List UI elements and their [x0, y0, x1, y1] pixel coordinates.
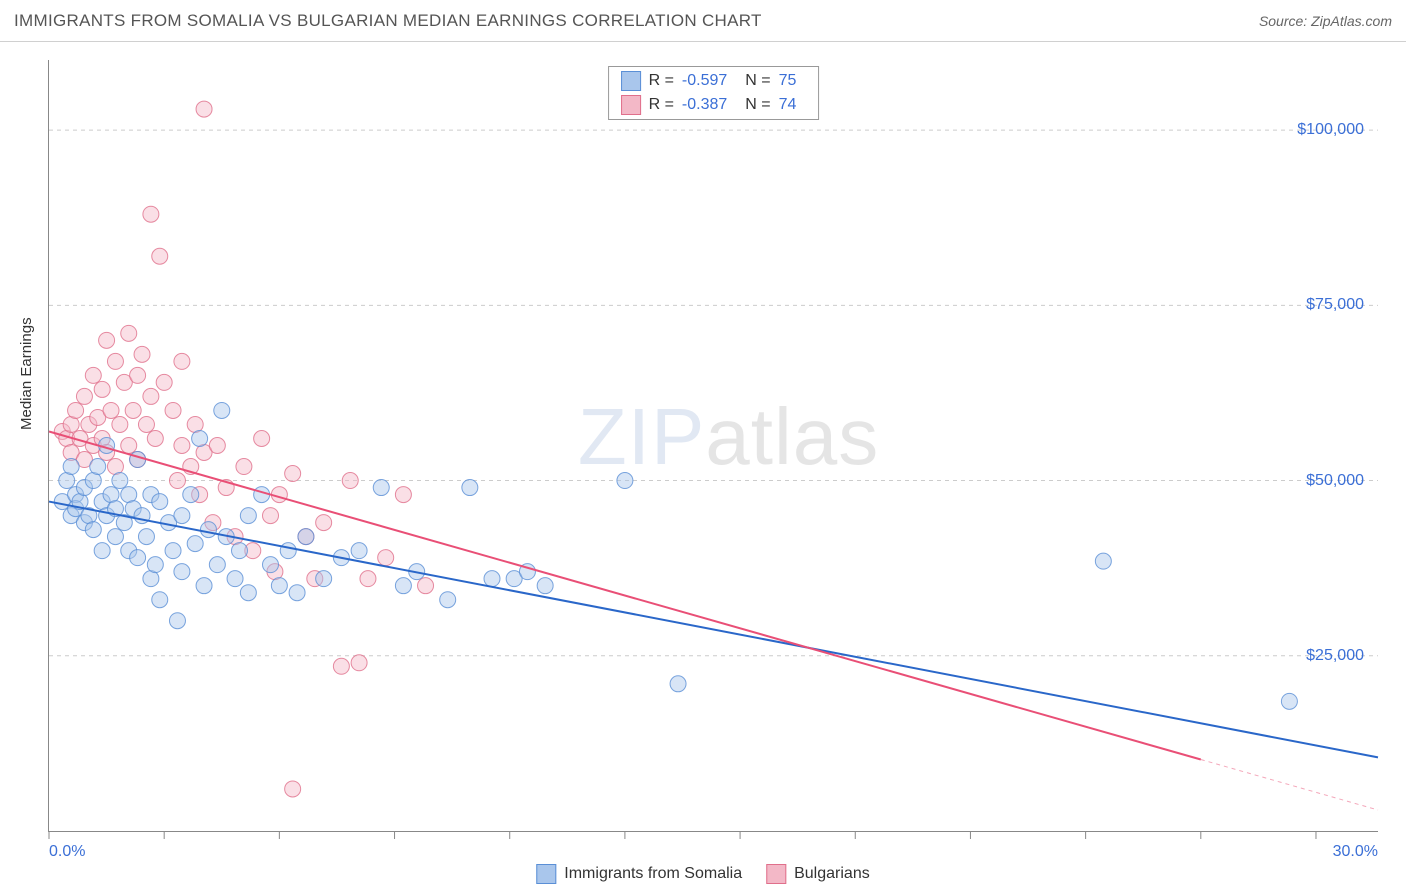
chart-title: IMMIGRANTS FROM SOMALIA VS BULGARIAN MED…: [14, 11, 762, 31]
y-tick-label: $25,000: [1306, 647, 1364, 665]
legend-item-somalia: Immigrants from Somalia: [536, 864, 742, 884]
legend-item-bulgarians: Bulgarians: [766, 864, 870, 884]
y-axis-label: Median Earnings: [18, 317, 35, 430]
n-value-bulgarians: 74: [779, 96, 797, 114]
legend-bottom: Immigrants from Somalia Bulgarians: [536, 864, 869, 884]
r-label: R =: [649, 96, 674, 114]
y-tick-label: $100,000: [1297, 121, 1364, 139]
n-value-somalia: 75: [779, 72, 797, 90]
legend-label-bulgarians: Bulgarians: [794, 865, 870, 883]
n-label: N =: [745, 72, 770, 90]
swatch-bulgarians: [621, 95, 641, 115]
legend-row-bulgarians: R = -0.387 N = 74: [609, 93, 819, 117]
title-bar: IMMIGRANTS FROM SOMALIA VS BULGARIAN MED…: [0, 0, 1406, 42]
legend-row-somalia: R = -0.597 N = 75: [609, 69, 819, 93]
swatch-bulgarians-bottom: [766, 864, 786, 884]
y-tick-label: $75,000: [1306, 296, 1364, 314]
legend-correlation-box: R = -0.597 N = 75 R = -0.387 N = 74: [608, 66, 820, 120]
swatch-somalia-bottom: [536, 864, 556, 884]
x-tick-min: 0.0%: [49, 843, 85, 861]
chart-svg: [49, 60, 1378, 831]
y-tick-label: $50,000: [1306, 472, 1364, 490]
source-label: Source: ZipAtlas.com: [1259, 13, 1392, 29]
swatch-somalia: [621, 71, 641, 91]
r-label: R =: [649, 72, 674, 90]
r-value-somalia: -0.597: [682, 72, 727, 90]
plot-area: ZIPatlas R = -0.597 N = 75 R = -0.387 N …: [48, 60, 1378, 832]
x-tick-max: 30.0%: [1333, 843, 1378, 861]
r-value-bulgarians: -0.387: [682, 96, 727, 114]
legend-label-somalia: Immigrants from Somalia: [564, 865, 742, 883]
n-label: N =: [745, 96, 770, 114]
